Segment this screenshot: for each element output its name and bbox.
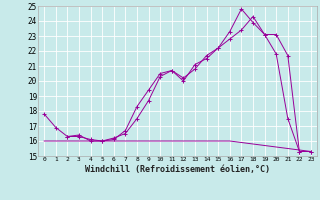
X-axis label: Windchill (Refroidissement éolien,°C): Windchill (Refroidissement éolien,°C) bbox=[85, 165, 270, 174]
